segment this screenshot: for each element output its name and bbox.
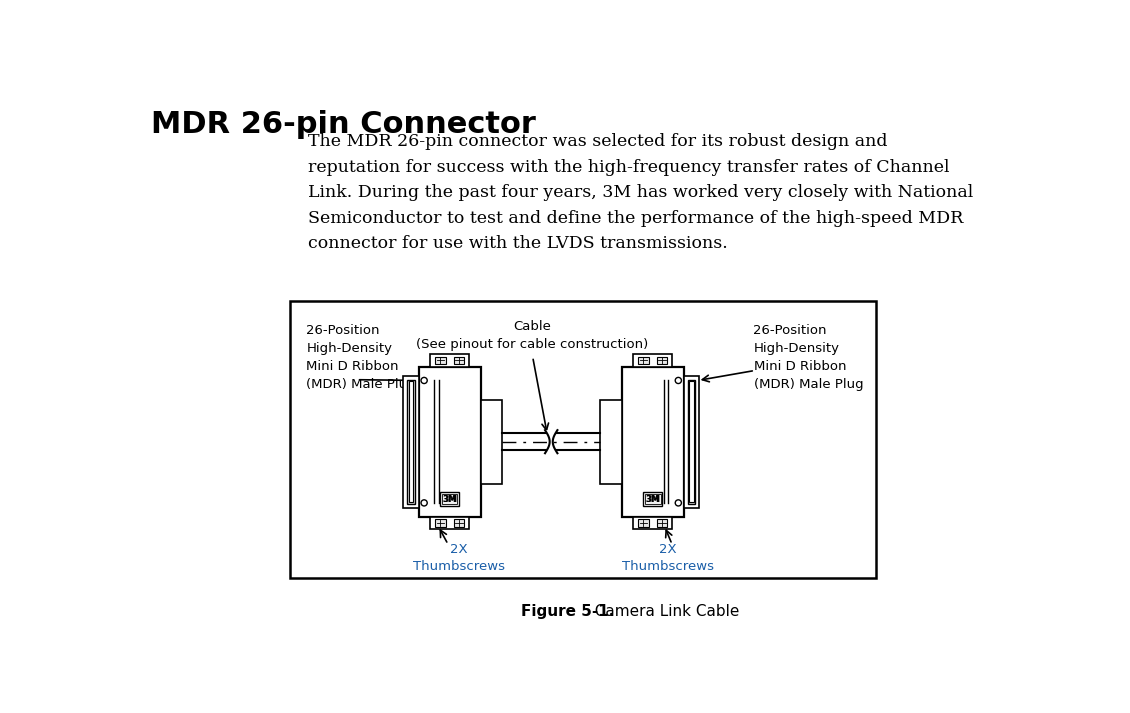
Text: MDR 26-pin Connector: MDR 26-pin Connector xyxy=(150,111,536,139)
Bar xyxy=(409,381,414,502)
Bar xyxy=(657,519,668,527)
Bar xyxy=(622,366,684,517)
Bar xyxy=(441,492,459,506)
Text: 2X
Thumbscrews: 2X Thumbscrews xyxy=(412,543,505,573)
Bar xyxy=(290,301,876,578)
Bar xyxy=(657,356,668,364)
Bar xyxy=(643,492,662,506)
Text: 26-Position
High-Density
Mini D Ribbon
(MDR) Male Plug: 26-Position High-Density Mini D Ribbon (… xyxy=(754,324,863,391)
Bar xyxy=(431,354,469,366)
Bar xyxy=(638,356,649,364)
Text: 3M: 3M xyxy=(645,495,660,503)
Bar xyxy=(407,380,415,503)
Bar xyxy=(435,519,446,527)
Bar xyxy=(645,493,661,504)
Bar xyxy=(431,517,469,529)
Text: 2X
Thumbscrews: 2X Thumbscrews xyxy=(623,543,714,573)
Bar xyxy=(600,400,622,483)
Bar xyxy=(638,519,649,527)
Text: Camera Link Cable: Camera Link Cable xyxy=(584,604,739,619)
Bar xyxy=(634,354,672,366)
Bar xyxy=(684,376,699,508)
Bar xyxy=(453,519,464,527)
Bar xyxy=(688,380,695,503)
Bar xyxy=(435,356,446,364)
Text: Figure 5-1.: Figure 5-1. xyxy=(521,604,615,619)
Text: 3M: 3M xyxy=(645,495,660,503)
Text: Cable
(See pinout for cable construction): Cable (See pinout for cable construction… xyxy=(417,320,649,352)
Text: 3M: 3M xyxy=(442,495,458,503)
Bar xyxy=(453,356,464,364)
Bar xyxy=(480,400,503,483)
Polygon shape xyxy=(545,430,557,453)
Bar xyxy=(442,493,458,504)
Text: 26-Position
High-Density
Mini D Ribbon
(MDR) Male Plug: 26-Position High-Density Mini D Ribbon (… xyxy=(306,324,416,391)
Bar xyxy=(419,366,480,517)
Bar xyxy=(634,517,672,529)
Text: The MDR 26-pin connector was selected for its robust design and
reputation for s: The MDR 26-pin connector was selected fo… xyxy=(307,133,973,252)
Bar xyxy=(689,381,694,502)
Text: 3M: 3M xyxy=(443,495,457,503)
Bar xyxy=(403,376,419,508)
